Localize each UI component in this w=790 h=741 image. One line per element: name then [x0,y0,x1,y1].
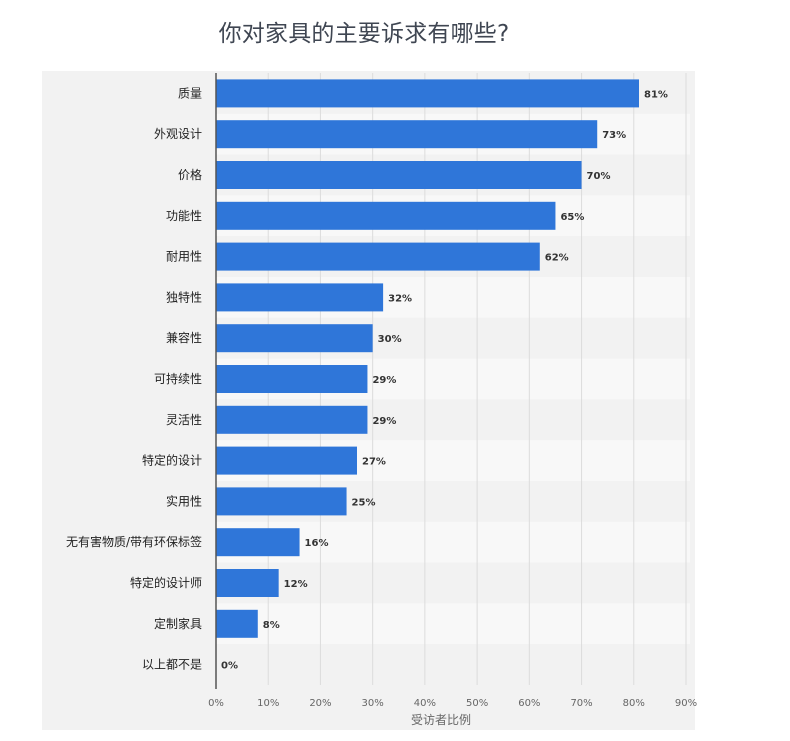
x-axis-label: 受访者比例 [411,713,471,727]
x-tick-label: 60% [518,698,540,709]
row-stripe [216,603,690,645]
category-label: 外观设计 [154,127,202,141]
x-tick-label: 0% [208,698,224,709]
bars [216,79,639,638]
value-label: 73% [602,130,626,141]
x-tick-label: 80% [623,698,645,709]
category-labels: 质量外观设计价格功能性耐用性独特性兼容性可持续性灵活性特定的设计实用性无有害物质… [66,86,202,671]
x-tick-labels: 0% 10% 20% 30% 40% 50% 60% 70% 80% 90% [208,698,697,709]
value-label: 65% [560,212,584,223]
bar [216,487,347,516]
x-tick-label: 70% [570,698,592,709]
category-label: 价格 [178,167,202,182]
category-label: 特定的设计 [142,453,202,468]
bar [216,79,639,108]
x-tick-label: 10% [257,698,279,709]
bar [216,528,300,557]
value-label: 0% [221,661,238,672]
category-label: 兼容性 [166,330,202,345]
bar [216,446,357,475]
x-tick-label: 40% [414,698,436,709]
x-tick-label: 20% [309,698,331,709]
row-stripe [216,644,690,685]
row-stripe [216,562,690,604]
bar [216,201,556,230]
value-label: 29% [372,375,396,386]
value-label: 29% [372,416,396,427]
bar [216,161,582,189]
category-label: 定制家具 [154,616,202,631]
x-tick-label: 90% [675,698,697,709]
category-label: 独特性 [166,289,202,304]
value-label: 70% [587,171,611,182]
category-label: 无有害物质/带有环保标签 [66,534,202,549]
value-label: 25% [352,497,376,508]
category-label: 可持续性 [154,371,202,386]
category-label: 质量 [178,86,202,100]
x-tick-label: 30% [362,698,384,709]
chart-title: 你对家具的主要诉求有哪些? [218,21,510,47]
bar [216,324,373,353]
bar [216,120,598,149]
category-label: 灵活性 [166,413,202,427]
bar [216,365,368,393]
value-label: 27% [362,457,386,468]
bar [216,405,368,434]
value-label: 8% [263,620,280,631]
bar [216,609,258,638]
category-label: 耐用性 [166,250,202,264]
x-tick-label: 50% [466,698,488,709]
value-label: 16% [305,538,329,549]
bar [216,242,540,271]
category-label: 实用性 [166,493,202,508]
value-label: 62% [545,253,569,264]
value-label: 81% [644,89,668,100]
category-label: 功能性 [166,209,202,223]
category-label: 以上都不是 [142,658,202,672]
value-label: 30% [378,334,402,345]
bar [216,569,279,597]
bar [216,283,384,312]
value-label: 32% [388,293,412,304]
value-labels: 81% 73% 70% 65% 62% 32% 30% 29% 29% 27% 25% 16% 12% 8… [221,89,668,671]
value-label: 12% [284,579,308,590]
category-label: 特定的设计师 [130,575,202,590]
